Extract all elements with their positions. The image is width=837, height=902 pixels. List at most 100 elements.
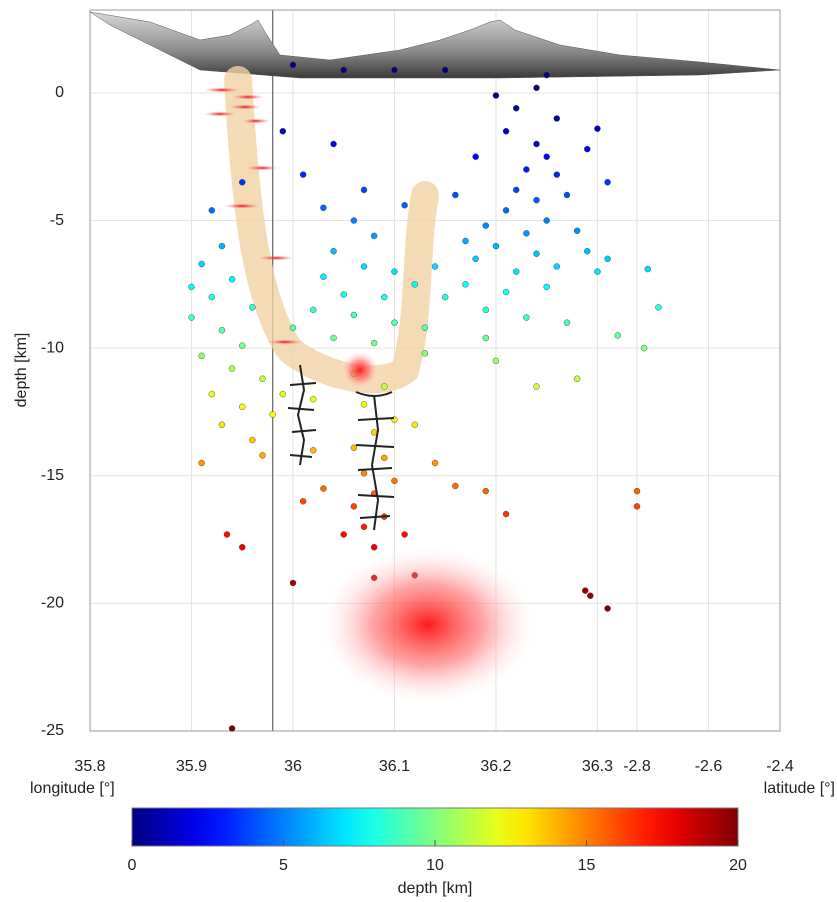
earthquake (310, 396, 317, 403)
earthquake (360, 401, 368, 408)
earthquake (370, 544, 378, 551)
earthquake (299, 171, 307, 178)
earthquake (513, 268, 520, 275)
earthquake (411, 281, 418, 288)
earthquake (208, 293, 215, 301)
earthquake (289, 579, 297, 587)
earthquake (640, 344, 648, 352)
earthquake (239, 544, 246, 551)
earthquake (411, 421, 418, 428)
sills (204, 87, 303, 345)
colorbar-tick-label: 15 (578, 857, 596, 874)
deep-reservoir (316, 543, 540, 707)
earthquake (482, 222, 489, 229)
earthquake (340, 531, 347, 538)
earthquake (594, 125, 601, 132)
earthquake (523, 230, 530, 237)
earthquake (584, 145, 591, 153)
earthquake (421, 350, 429, 357)
earthquake (543, 71, 550, 79)
earthquake (289, 61, 297, 69)
earthquake (441, 293, 449, 301)
earthquake (553, 263, 561, 270)
earthquake (239, 342, 246, 349)
y-axis-label: depth [km] (13, 333, 30, 408)
topography (89, 11, 781, 79)
earthquake (391, 66, 398, 74)
earthquake (223, 531, 231, 538)
earthquake (573, 227, 581, 234)
earthquake (543, 153, 550, 160)
earthquake (269, 411, 276, 418)
earthquake (553, 115, 561, 122)
earthquake (310, 447, 317, 454)
earthquake (513, 186, 520, 194)
earthquake (370, 232, 378, 240)
earthquake (381, 293, 388, 301)
earthquake (320, 204, 327, 211)
earthquake (360, 263, 368, 270)
earthquake (614, 332, 621, 339)
earthquake (360, 186, 368, 194)
earthquake (330, 334, 337, 342)
earthquake (502, 207, 510, 214)
earthquake (644, 265, 651, 273)
earthquake (543, 283, 550, 291)
earthquake (523, 166, 530, 173)
earthquake (259, 452, 266, 459)
earthquake (543, 217, 550, 224)
earthquake (401, 202, 408, 209)
earthquake (482, 334, 489, 342)
x-tick-label: 36 (284, 758, 302, 775)
y-tick-label: -5 (50, 212, 64, 229)
earthquake (330, 247, 337, 255)
earthquake (188, 283, 195, 291)
earthquake (218, 421, 226, 428)
earthquake (239, 403, 246, 411)
earthquake (502, 510, 510, 518)
earthquake (563, 319, 571, 326)
dikes (287, 364, 395, 531)
colorbar-tick-label: 10 (426, 857, 444, 874)
earthquake (513, 105, 520, 112)
earthquake (502, 288, 510, 296)
earthquake (259, 375, 266, 382)
y-tick-label: -15 (41, 467, 64, 484)
earthquake (310, 306, 317, 314)
y-tick-label: -20 (41, 595, 64, 612)
earthquake (228, 365, 236, 372)
earthquake (350, 311, 358, 319)
shallow-reservoir (340, 350, 380, 390)
earthquake (360, 470, 368, 477)
earthquake (533, 84, 540, 92)
earthquake (330, 140, 337, 148)
earthquake (279, 128, 287, 135)
earthquake (604, 255, 611, 263)
earthquake (340, 291, 347, 298)
earthquake (441, 66, 449, 74)
earthquake (594, 268, 601, 275)
earthquake (573, 375, 581, 382)
y-tick-label: -25 (41, 722, 64, 739)
earthquake (533, 250, 540, 257)
earthquake (492, 357, 500, 365)
earthquake (472, 153, 479, 160)
earthquake (391, 268, 398, 275)
earthquake (198, 352, 205, 360)
earthquake (188, 314, 195, 321)
earthquake (482, 487, 489, 495)
earthquake (482, 306, 489, 314)
earthquake (320, 485, 327, 492)
earthquake (228, 276, 236, 283)
earthquake (370, 339, 378, 347)
magma-pathway (224, 66, 439, 394)
earthquake (492, 242, 500, 250)
colorbar-tick-label: 20 (729, 857, 747, 874)
earthquake (401, 531, 408, 538)
earthquake (452, 482, 459, 490)
earthquake (228, 725, 236, 732)
x-tick-label: 35.9 (176, 758, 207, 775)
x2-tick-label: -2.8 (623, 758, 651, 775)
colorbar-label: depth [km] (398, 880, 473, 897)
